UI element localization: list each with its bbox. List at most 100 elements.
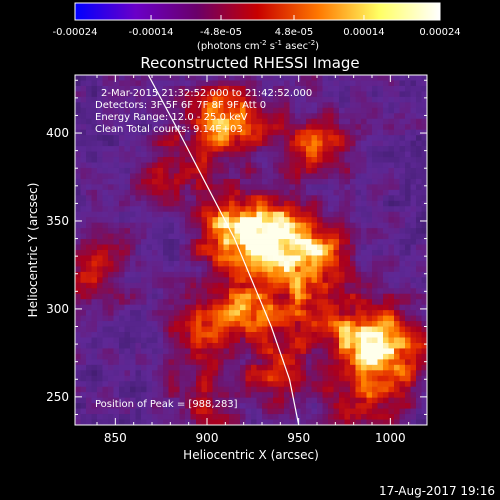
heatmap-cell — [388, 370, 395, 377]
heatmap-cell — [119, 233, 125, 240]
heatmap-cell — [201, 408, 208, 415]
heatmap-cell — [179, 304, 186, 311]
heatmap-cell — [377, 392, 384, 399]
heatmap-cell — [421, 370, 427, 377]
heatmap-cell — [218, 233, 224, 240]
heatmap-cell — [168, 255, 175, 262]
heatmap-cell — [91, 222, 98, 229]
heatmap-cell — [97, 260, 103, 267]
heatmap-cell — [135, 96, 142, 103]
heatmap-cell — [311, 315, 318, 322]
heatmap-cell — [108, 233, 114, 240]
heatmap-cell — [124, 189, 131, 196]
heatmap-cell — [256, 206, 263, 213]
heatmap-cell — [262, 392, 268, 399]
heatmap-cell — [311, 326, 318, 333]
heatmap-cell — [300, 96, 307, 103]
heatmap-cell — [416, 167, 422, 174]
heatmap-cell — [295, 107, 301, 114]
heatmap-cell — [366, 206, 373, 213]
heatmap-cell — [322, 315, 329, 322]
heatmap-cell — [366, 118, 373, 125]
heatmap-cell — [146, 419, 153, 425]
heatmap-cell — [245, 326, 252, 333]
heatmap-cell — [113, 353, 120, 360]
y-tick-label: 250 — [46, 390, 69, 404]
heatmap-cell — [86, 414, 92, 420]
heatmap-cell — [267, 375, 274, 382]
heatmap-cell — [240, 228, 246, 234]
heatmap-cell — [152, 282, 158, 289]
heatmap-cell — [350, 244, 356, 251]
heatmap-cell — [245, 195, 252, 202]
heatmap-cell — [289, 353, 296, 360]
heatmap-cell — [388, 244, 395, 251]
heatmap-cell — [179, 140, 186, 147]
heatmap-cell — [251, 107, 257, 114]
heatmap-cell — [256, 271, 263, 278]
heatmap-cell — [234, 206, 241, 213]
heatmap-cell — [190, 222, 197, 229]
heatmap-cell — [80, 419, 87, 425]
heatmap-cell — [322, 75, 329, 81]
heatmap-cell — [273, 200, 279, 207]
heatmap-cell — [289, 228, 296, 234]
heatmap-cell — [361, 151, 367, 158]
heatmap-cell — [416, 271, 422, 278]
heatmap-cell — [405, 107, 411, 114]
heatmap-cell — [416, 239, 422, 245]
heatmap-cell — [256, 151, 263, 158]
heatmap-cell — [135, 332, 142, 338]
heatmap-cell — [410, 80, 417, 87]
heatmap-cell — [366, 359, 373, 366]
heatmap-cell — [207, 195, 213, 202]
heatmap-cell — [185, 162, 191, 169]
heatmap-cell — [163, 381, 169, 388]
heatmap-cell — [350, 348, 356, 355]
heatmap-cell — [339, 211, 345, 218]
heatmap-cell — [163, 342, 169, 349]
heatmap-cell — [410, 151, 417, 158]
heatmap-cell — [394, 184, 400, 191]
heatmap-cell — [163, 414, 169, 420]
heatmap-cell — [372, 244, 378, 251]
heatmap-cell — [108, 244, 114, 251]
heatmap-cell — [86, 353, 92, 360]
heatmap-cell — [108, 96, 114, 103]
heatmap-cell — [207, 326, 213, 333]
heatmap-cell — [278, 342, 285, 349]
heatmap-cell — [416, 348, 422, 355]
heatmap-cell — [256, 107, 263, 114]
heatmap-cell — [102, 80, 109, 87]
heatmap-cell — [355, 277, 362, 284]
heatmap-cell — [317, 403, 323, 409]
heatmap-cell — [383, 403, 389, 409]
heatmap-cell — [295, 206, 301, 213]
heatmap-cell — [218, 271, 224, 278]
heatmap-cell — [97, 321, 103, 327]
heatmap-cell — [218, 195, 224, 202]
heatmap-cell — [328, 91, 334, 98]
heatmap-cell — [355, 321, 362, 327]
heatmap-cell — [399, 222, 406, 229]
heatmap-cell — [223, 419, 230, 425]
heatmap-cell — [267, 91, 274, 98]
heatmap-cell — [306, 129, 312, 136]
heatmap-cell — [119, 244, 125, 251]
heatmap-cell — [157, 85, 164, 92]
heatmap-cell — [405, 140, 411, 147]
heatmap-cell — [179, 392, 186, 399]
heatmap-cell — [306, 304, 312, 311]
heatmap-cell — [157, 337, 164, 344]
heatmap-cell — [223, 167, 230, 174]
heatmap-cell — [130, 173, 136, 180]
heatmap-cell — [311, 419, 318, 425]
heatmap-cell — [355, 370, 362, 377]
heatmap-cell — [383, 392, 389, 399]
heatmap-cell — [119, 140, 125, 147]
heatmap-cell — [311, 96, 318, 103]
heatmap-cell — [75, 195, 81, 202]
heatmap-cell — [372, 359, 378, 366]
heatmap-cell — [80, 282, 87, 289]
heatmap-cell — [135, 91, 142, 98]
